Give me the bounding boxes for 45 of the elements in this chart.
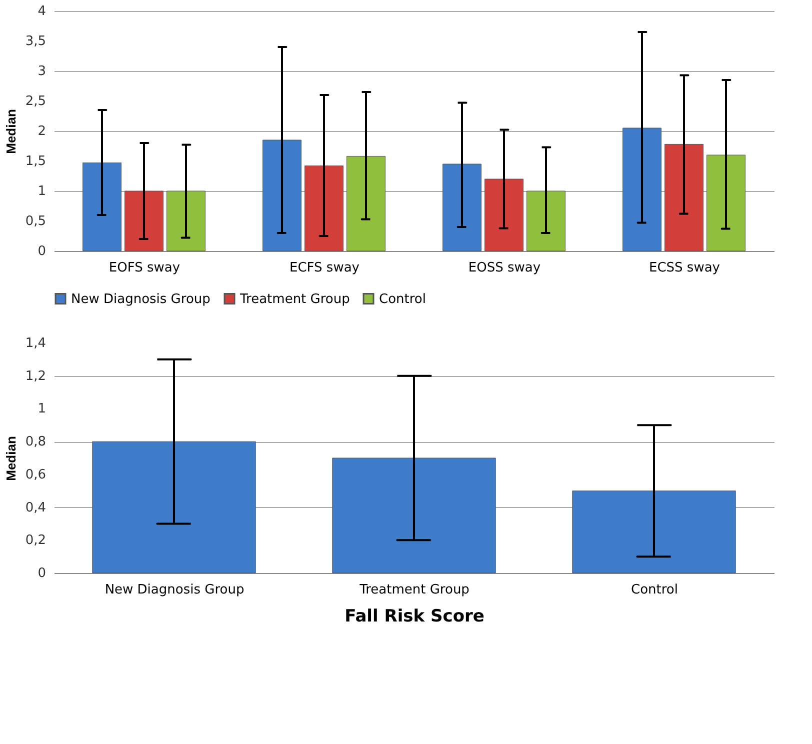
y-tick-label: 1,2	[25, 368, 46, 384]
y-tick-label: 0	[38, 566, 46, 581]
y-tick-label: 0,5	[25, 214, 46, 229]
y-tick-label: 1	[38, 184, 46, 199]
y-tick-label: 1,4	[25, 336, 46, 351]
y-tick-label: 0,6	[25, 467, 46, 482]
y-tick-label: 3	[38, 64, 46, 79]
y-tick-label: 1	[38, 402, 46, 417]
y-tick-label: 0,8	[25, 434, 46, 450]
bar	[124, 190, 164, 252]
y-axis-title: Median	[4, 109, 18, 154]
legend-label: Control	[379, 292, 426, 307]
x-tick-label: Treatment Group	[358, 582, 470, 598]
bar	[572, 490, 736, 574]
bar	[92, 441, 256, 574]
legend-label: Treatment Group	[239, 292, 350, 307]
bar	[82, 162, 122, 252]
x-tick-label: ECSS sway	[649, 260, 720, 276]
y-tick-label: 0,2	[25, 533, 46, 548]
bar	[166, 190, 206, 252]
x-tick-label: EOFS sway	[108, 260, 180, 276]
y-axis-title: Median	[4, 436, 18, 481]
bar	[526, 190, 566, 252]
bar	[262, 140, 302, 252]
bar	[332, 458, 496, 574]
bar	[622, 128, 662, 252]
bar	[304, 166, 344, 252]
y-tick-label: 2,5	[25, 94, 46, 109]
x-tick-label: ECFS sway	[290, 260, 360, 276]
y-tick-label: 1,5	[25, 154, 46, 169]
y-tick-label: 0	[38, 244, 46, 259]
bar	[346, 156, 386, 252]
bar	[706, 154, 746, 252]
y-tick-label: 4	[38, 4, 46, 19]
bar	[664, 144, 704, 252]
x-tick-label: Control	[631, 582, 678, 598]
bar	[484, 178, 524, 252]
x-tick-label: EOSS sway	[468, 260, 541, 276]
x-axis-title: Fall Risk Score	[344, 606, 484, 626]
x-tick-label: New Diagnosis Group	[104, 582, 244, 598]
y-tick-label: 0,4	[25, 500, 46, 516]
y-tick-label: 3,5	[25, 34, 46, 49]
bar	[442, 164, 482, 252]
y-tick-label: 2	[38, 124, 46, 139]
legend-label: New Diagnosis Group	[71, 292, 210, 307]
